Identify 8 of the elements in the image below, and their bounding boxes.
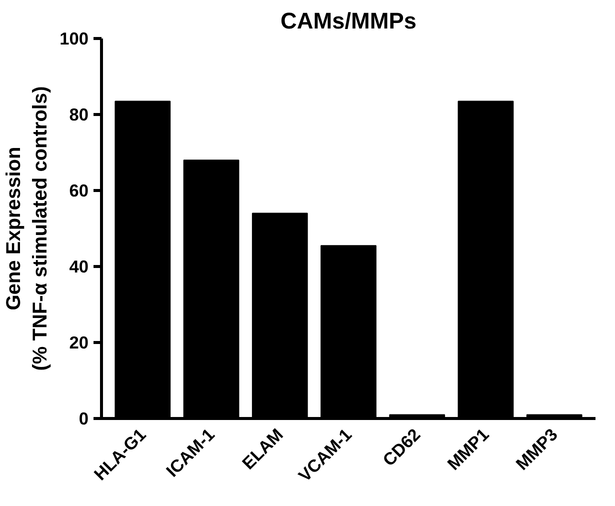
y-tick-label: 80 bbox=[69, 104, 89, 124]
y-tick-label: 20 bbox=[69, 332, 89, 352]
y-tick-label: 0 bbox=[78, 408, 89, 428]
y-axis-title: Gene Expression (% TNF-α stimulated controls) bbox=[3, 86, 52, 371]
y-tick-label: 40 bbox=[69, 256, 89, 276]
chart-title: CAMs/MMPs bbox=[280, 8, 416, 34]
y-tick-label: 100 bbox=[60, 28, 89, 48]
y-tick-label: 60 bbox=[69, 180, 89, 200]
